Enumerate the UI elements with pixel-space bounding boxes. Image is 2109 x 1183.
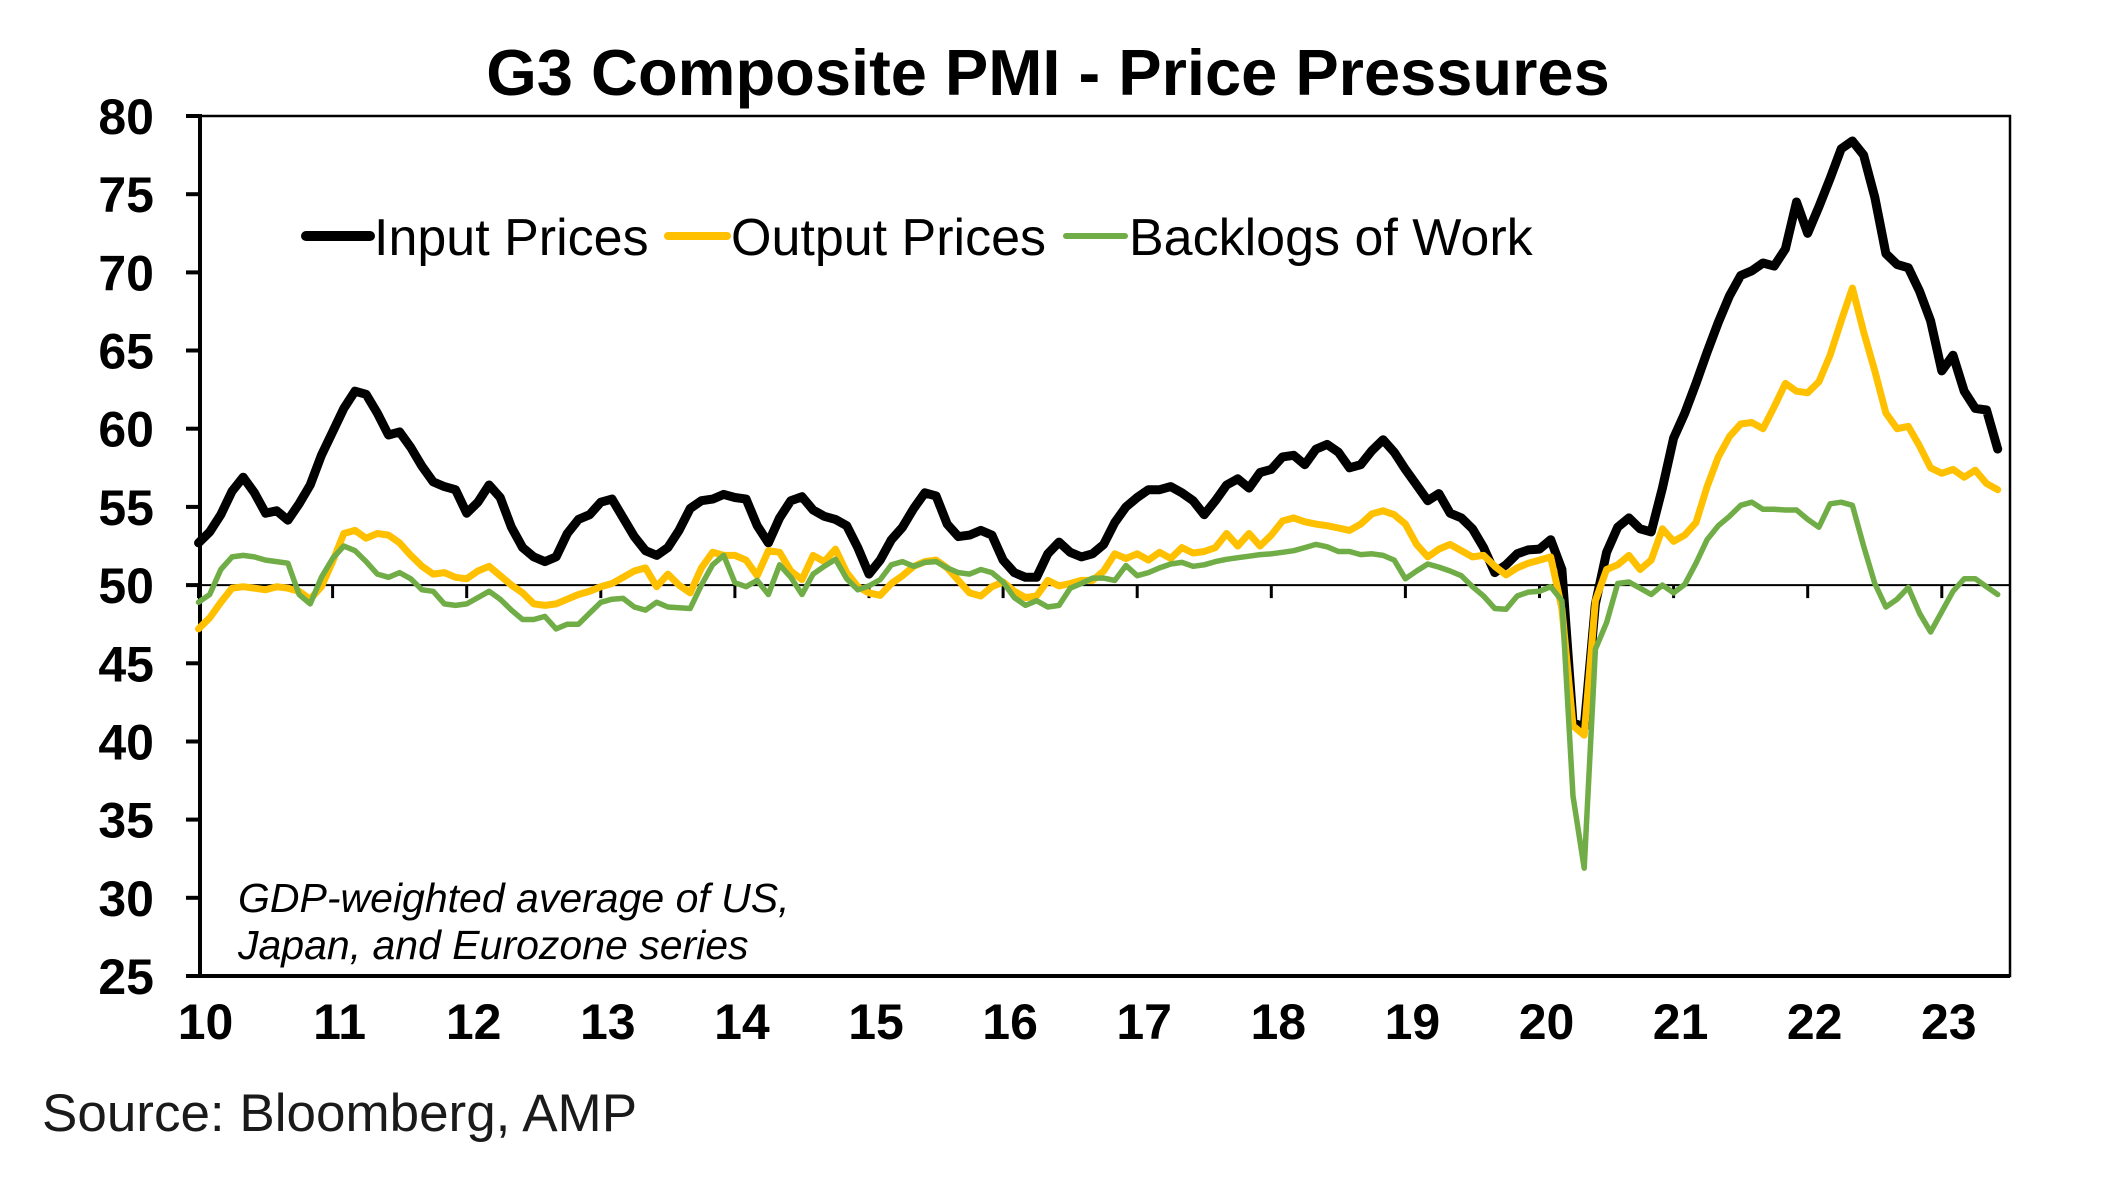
svg-text:GDP-weighted average of US,: GDP-weighted average of US, — [238, 875, 790, 921]
svg-text:35: 35 — [98, 793, 154, 849]
svg-text:22: 22 — [1787, 994, 1843, 1050]
svg-text:21: 21 — [1653, 994, 1709, 1050]
svg-text:Input Prices: Input Prices — [374, 209, 649, 267]
svg-text:16: 16 — [982, 994, 1038, 1050]
svg-text:23: 23 — [1921, 994, 1977, 1050]
svg-text:14: 14 — [714, 994, 770, 1050]
svg-text:15: 15 — [848, 994, 904, 1050]
svg-text:13: 13 — [580, 994, 636, 1050]
svg-text:40: 40 — [98, 715, 154, 771]
svg-text:G3 Composite PMI - Price Press: G3 Composite PMI - Price Pressures — [486, 36, 1609, 109]
svg-text:25: 25 — [98, 949, 154, 1005]
svg-text:20: 20 — [1519, 994, 1575, 1050]
svg-text:60: 60 — [98, 402, 154, 458]
svg-text:50: 50 — [98, 558, 154, 614]
svg-text:17: 17 — [1116, 994, 1172, 1050]
svg-text:12: 12 — [446, 994, 502, 1050]
svg-text:30: 30 — [98, 871, 154, 927]
svg-text:Japan, and Eurozone series: Japan, and Eurozone series — [237, 922, 749, 968]
svg-text:55: 55 — [98, 480, 154, 536]
svg-text:80: 80 — [98, 89, 154, 145]
svg-text:Output Prices: Output Prices — [731, 209, 1046, 267]
svg-text:45: 45 — [98, 636, 154, 692]
svg-text:65: 65 — [98, 324, 154, 380]
svg-text:75: 75 — [98, 167, 154, 223]
svg-text:70: 70 — [98, 245, 154, 301]
svg-text:10: 10 — [178, 994, 234, 1050]
svg-text:Source: Bloomberg, AMP: Source: Bloomberg, AMP — [42, 1084, 637, 1143]
svg-text:Backlogs of Work: Backlogs of Work — [1129, 209, 1534, 267]
svg-text:18: 18 — [1250, 994, 1306, 1050]
svg-text:11: 11 — [313, 994, 366, 1050]
svg-text:19: 19 — [1385, 994, 1441, 1050]
